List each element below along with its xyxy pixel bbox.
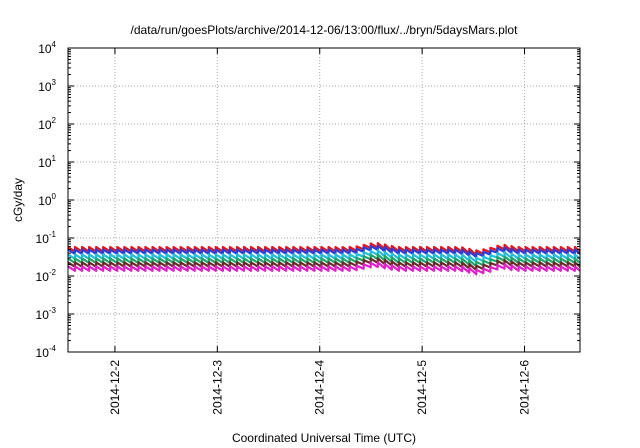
y-axis: 10-4 10-3 10-2 10-1 100 101 102 103 104 — [36, 40, 580, 360]
y-axis-label: cGy/day — [11, 178, 25, 222]
series-line-6 — [67, 261, 581, 276]
series-line-5 — [67, 257, 581, 272]
y-tick-label: 10-2 — [36, 268, 57, 284]
y-tick-label: 104 — [38, 40, 56, 56]
series-line-3 — [67, 249, 581, 264]
series-line-2 — [67, 244, 581, 259]
y-tick-label: 100 — [38, 192, 56, 208]
series-line-1 — [67, 242, 581, 256]
x-tick-label: 2014-12-5 — [415, 360, 429, 415]
x-axis: 2014-12-2 2014-12-3 2014-12-4 2014-12-5 2014… — [108, 48, 532, 415]
x-axis-label: Coordinated Universal Time (UTC) — [232, 431, 416, 445]
y-tick-label: 10-4 — [36, 344, 57, 360]
x-tick-label: 2014-12-2 — [108, 360, 122, 415]
x-tick-label: 2014-12-6 — [518, 360, 532, 415]
y-tick-label: 103 — [38, 78, 56, 94]
x-tick-label: 2014-12-4 — [313, 360, 327, 415]
y-tick-label: 102 — [38, 116, 56, 132]
y-tick-label: 101 — [38, 154, 56, 170]
y-tick-label: 10-3 — [36, 306, 57, 322]
series-line-4 — [67, 253, 581, 268]
x-tick-label: 2014-12-3 — [210, 360, 224, 415]
grid — [68, 48, 580, 352]
y-tick-label: 10-1 — [36, 230, 57, 246]
series-layer — [67, 242, 581, 276]
chart-title: /data/run/goesPlots/archive/2014-12-06/1… — [131, 23, 519, 37]
